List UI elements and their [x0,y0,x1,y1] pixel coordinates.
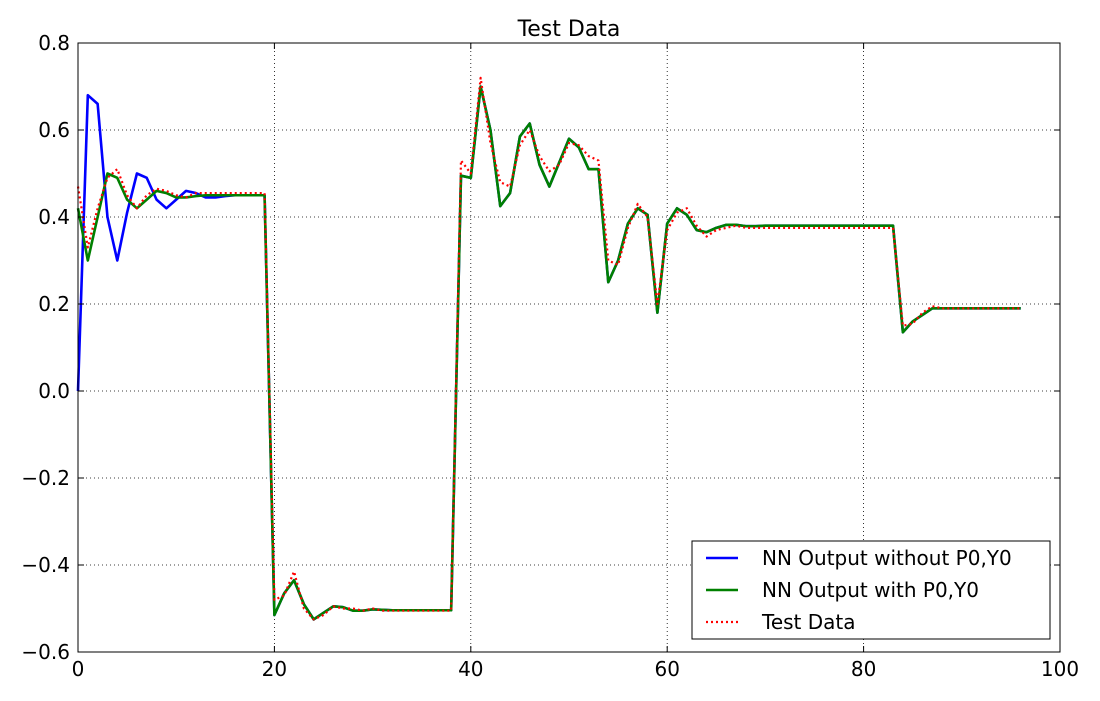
x-tick-label: 80 [851,657,876,681]
chart-title: Test Data [517,17,621,42]
y-tick-label: 0.4 [38,205,70,229]
legend-label: Test Data [761,610,856,634]
x-tick-label: 0 [72,657,85,681]
series-line-2 [76,85,1021,621]
y-tick-label: 0.2 [38,292,70,316]
grid-layer [78,43,1060,652]
legend-box [691,540,1051,640]
plot-frame [77,42,1061,653]
x-tick-label: 40 [458,657,483,681]
legend: NN Output without P0,Y0 NN Output with P0… [691,540,1051,640]
legend-label: NN Output with P0,Y0 [762,578,979,602]
y-tick-label: 0.0 [38,379,70,403]
series-layer [76,76,1021,621]
y-tick-label: −0.6 [21,640,70,664]
y-tick-label: −0.2 [21,466,70,490]
y-tick-label: 0.6 [38,118,70,142]
tick-layer: 0 20 40 60 80 100 −0.6 −0.4 −0.2 0.0 0.2 0.4 0.6 0.8 [21,31,1079,681]
x-tick-label: 60 [654,657,679,681]
legend-label: NN Output without P0,Y0 [762,546,1012,570]
x-tick-label: 20 [262,657,287,681]
y-tick-label: 0.8 [38,31,70,55]
y-tick-label: −0.4 [21,553,70,577]
series-line-3 [76,76,1021,621]
x-tick-label: 100 [1041,657,1079,681]
